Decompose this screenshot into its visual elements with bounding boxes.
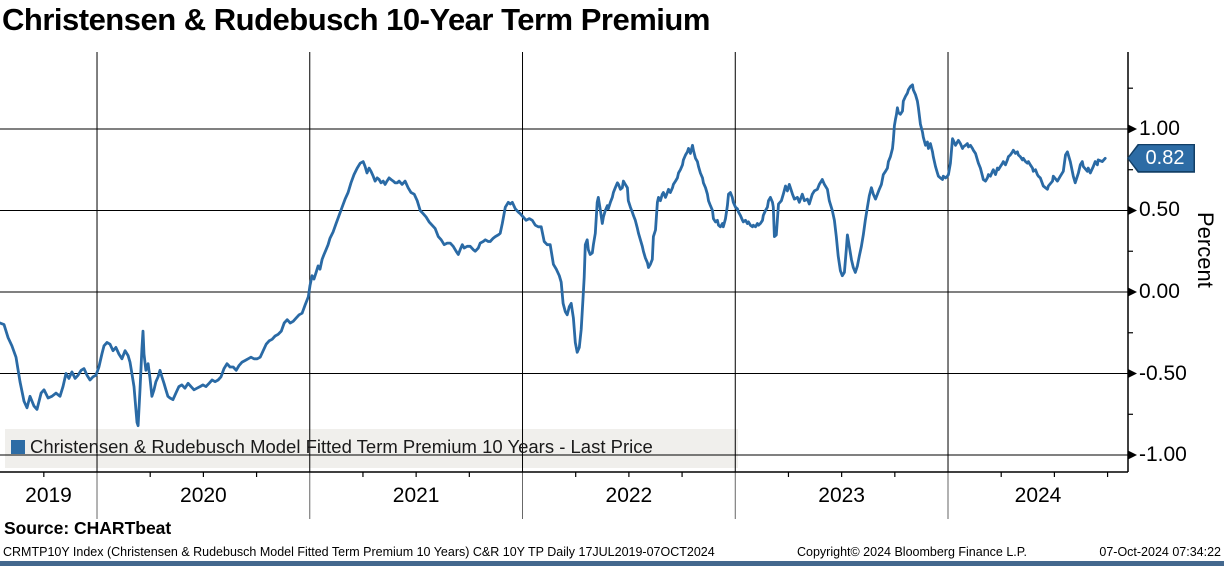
y-axis-arrow-tick — [1128, 124, 1137, 134]
y-axis-tick-label: -1.00 — [1139, 443, 1187, 467]
y-axis-arrow-tick — [1128, 205, 1137, 215]
footer-security-description: CRMTP10Y Index (Christensen & Rudebusch … — [3, 545, 715, 559]
window-bottom-bar — [0, 561, 1224, 566]
last-price-badge: 0.82 — [1127, 143, 1195, 173]
x-axis-year-label: 2020 — [180, 484, 227, 507]
x-axis-year-label: 2023 — [818, 484, 865, 507]
footer-timestamp: 07-Oct-2024 07:34:22 — [1099, 545, 1221, 559]
legend-series-marker-icon — [11, 440, 25, 454]
y-axis-title: Percent — [1193, 212, 1218, 288]
legend-series-label: Christensen & Rudebusch Model Fitted Ter… — [30, 436, 653, 457]
page-title: Christensen & Rudebusch 10-Year Term Pre… — [2, 2, 710, 37]
y-axis-tick-label: 1.00 — [1139, 116, 1180, 140]
x-axis-year-label: 2022 — [605, 484, 653, 507]
source-label: Source: CHARTbeat — [4, 518, 172, 538]
y-axis-arrow-tick — [1128, 369, 1137, 379]
x-axis-year-label: 2021 — [392, 484, 440, 507]
legend-background — [5, 429, 738, 468]
x-axis-year-label: 2019 — [25, 484, 72, 507]
last-price-badge-value: 0.82 — [1128, 145, 1194, 172]
term-premium-line — [0, 83, 1107, 428]
y-axis-tick-label: 0.00 — [1139, 280, 1180, 303]
y-axis-tick-label: 0.50 — [1139, 198, 1180, 222]
x-axis-year-label: 2024 — [1014, 484, 1062, 507]
y-axis-tick-label: -0.50 — [1139, 361, 1187, 385]
footer-copyright: Copyright© 2024 Bloomberg Finance L.P. — [797, 545, 1027, 559]
y-axis-arrow-tick — [1128, 450, 1137, 460]
y-axis-arrow-tick — [1128, 287, 1137, 297]
legend: Christensen & Rudebusch Model Fitted Ter… — [11, 436, 653, 458]
